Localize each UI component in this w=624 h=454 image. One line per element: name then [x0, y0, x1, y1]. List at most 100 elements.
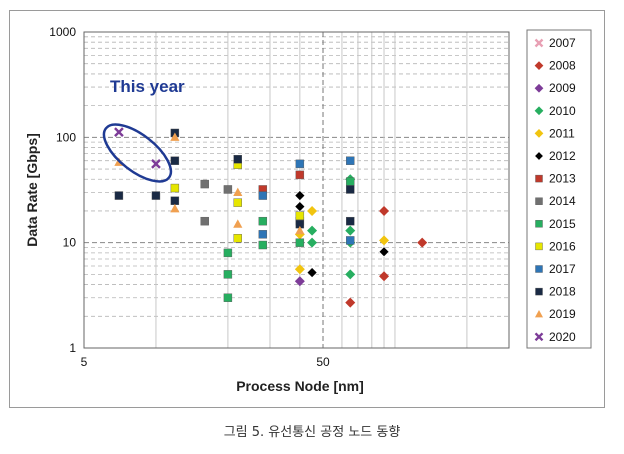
data-point-2015 [223, 293, 233, 302]
data-point-2016 [295, 211, 305, 220]
data-point-2011 [307, 205, 318, 216]
marker-stroke [151, 159, 161, 169]
legend-box [526, 29, 592, 349]
legend-label: 2013 [549, 172, 576, 186]
data-point-2011 [379, 235, 390, 246]
data-point-2010 [307, 237, 318, 248]
legend-marker-2008 [534, 61, 544, 70]
legend-label: 2009 [549, 81, 576, 95]
data-point-2018 [170, 156, 180, 165]
legend: 2007 2008 2009 2010 2011 2012 2013 2014 2015 2016… [526, 29, 592, 349]
data-point-2015 [258, 216, 268, 226]
data-point-2020 [114, 127, 124, 137]
figure-caption: 그림 5. 유선통신 공정 노드 동향 [223, 425, 401, 440]
legend-marker-2010 [534, 106, 544, 116]
data-point-2011 [294, 264, 305, 275]
legend-marker-2020 [534, 332, 544, 342]
legend-marker-2011 [534, 129, 544, 138]
legend-label: 2019 [549, 307, 576, 321]
marker-stroke [534, 332, 544, 342]
data-point-2012 [306, 267, 318, 279]
data-point-2018 [346, 185, 355, 194]
marker-stroke [534, 38, 544, 48]
y-axis-title: Data Rate [Gbps] [24, 133, 40, 247]
annotation: This year [102, 77, 185, 183]
legend-label: 2015 [549, 217, 576, 231]
data-point-2012 [294, 190, 306, 201]
data-point-2014 [200, 179, 209, 189]
x-tick-label: 5 [81, 355, 88, 369]
y-tick-label: 100 [56, 130, 76, 144]
data-point-2013 [295, 170, 305, 180]
data-point-2008 [345, 297, 356, 308]
legend-marker-2014 [535, 197, 543, 205]
data-point-2008 [417, 237, 428, 248]
x-axis-title: Process Node [nm] [236, 378, 364, 394]
data-point-2016 [170, 183, 180, 193]
legend-label: 2008 [549, 59, 576, 73]
data-point-2017 [295, 159, 305, 169]
legend-label: 2012 [549, 149, 576, 163]
legend-label: 2017 [549, 262, 576, 276]
annotation-ellipse [102, 123, 173, 183]
legend-label: 2016 [549, 239, 576, 253]
data-point-2019 [233, 187, 243, 197]
data-point-2012 [378, 246, 390, 258]
legend-marker-2013 [535, 174, 543, 183]
data-point-2018 [346, 216, 355, 226]
data-point-2018 [114, 191, 124, 200]
y-tick-label: 1000 [49, 25, 76, 39]
data-point-2008 [379, 205, 390, 216]
data-markers [114, 127, 428, 308]
data-point-2017 [258, 230, 268, 239]
data-point-2017 [346, 156, 355, 165]
legend-label: 2007 [549, 36, 576, 50]
plot-area [83, 31, 510, 349]
data-point-2018 [151, 191, 161, 200]
data-point-2015 [295, 238, 305, 247]
legend-marker-2009 [534, 83, 544, 93]
data-point-2015 [258, 240, 268, 250]
data-point-2018 [233, 155, 242, 164]
data-point-2008 [379, 271, 390, 282]
annotation-label: This year [110, 77, 185, 96]
data-point-2017 [258, 191, 268, 200]
legend-marker-2007 [534, 38, 544, 48]
legend-label: 2014 [549, 194, 576, 208]
data-point-2014 [200, 216, 209, 226]
data-point-2016 [233, 234, 242, 243]
legend-marker-2018 [535, 287, 543, 296]
legend-label: 2011 [549, 126, 575, 140]
legend-marker-2019 [534, 310, 544, 318]
legend-label: 2018 [549, 285, 576, 299]
legend-label: 2020 [549, 330, 576, 344]
data-point-2019 [170, 132, 180, 141]
x-tick-label: 50 [316, 355, 330, 369]
data-point-2009 [294, 276, 305, 287]
y-tick-label: 1 [69, 341, 76, 355]
data-point-2010 [307, 225, 318, 236]
legend-marker-2012 [534, 151, 544, 161]
data-point-2019 [233, 219, 243, 228]
data-point-2020 [151, 159, 161, 169]
data-point-2010 [345, 225, 356, 236]
data-point-2017 [346, 236, 355, 245]
y-tick-label: 10 [63, 236, 77, 250]
legend-marker-2017 [535, 265, 543, 273]
data-point-2015 [223, 270, 233, 279]
data-point-2015 [223, 248, 233, 258]
marker-stroke [114, 127, 124, 137]
data-point-2012 [294, 201, 306, 213]
axis-ticks: 1 10 100 1000 5 50 [49, 25, 330, 369]
data-point-2014 [223, 185, 233, 194]
legend-label: 2010 [549, 104, 576, 118]
data-point-2016 [233, 198, 242, 207]
data-point-2010 [345, 269, 356, 280]
data-point-2015 [346, 177, 355, 186]
legend-marker-2015 [535, 220, 543, 228]
legend-marker-2016 [535, 242, 543, 251]
data-point-2019 [170, 203, 180, 213]
figure-frame [9, 10, 605, 408]
data-point-2019 [295, 225, 305, 235]
